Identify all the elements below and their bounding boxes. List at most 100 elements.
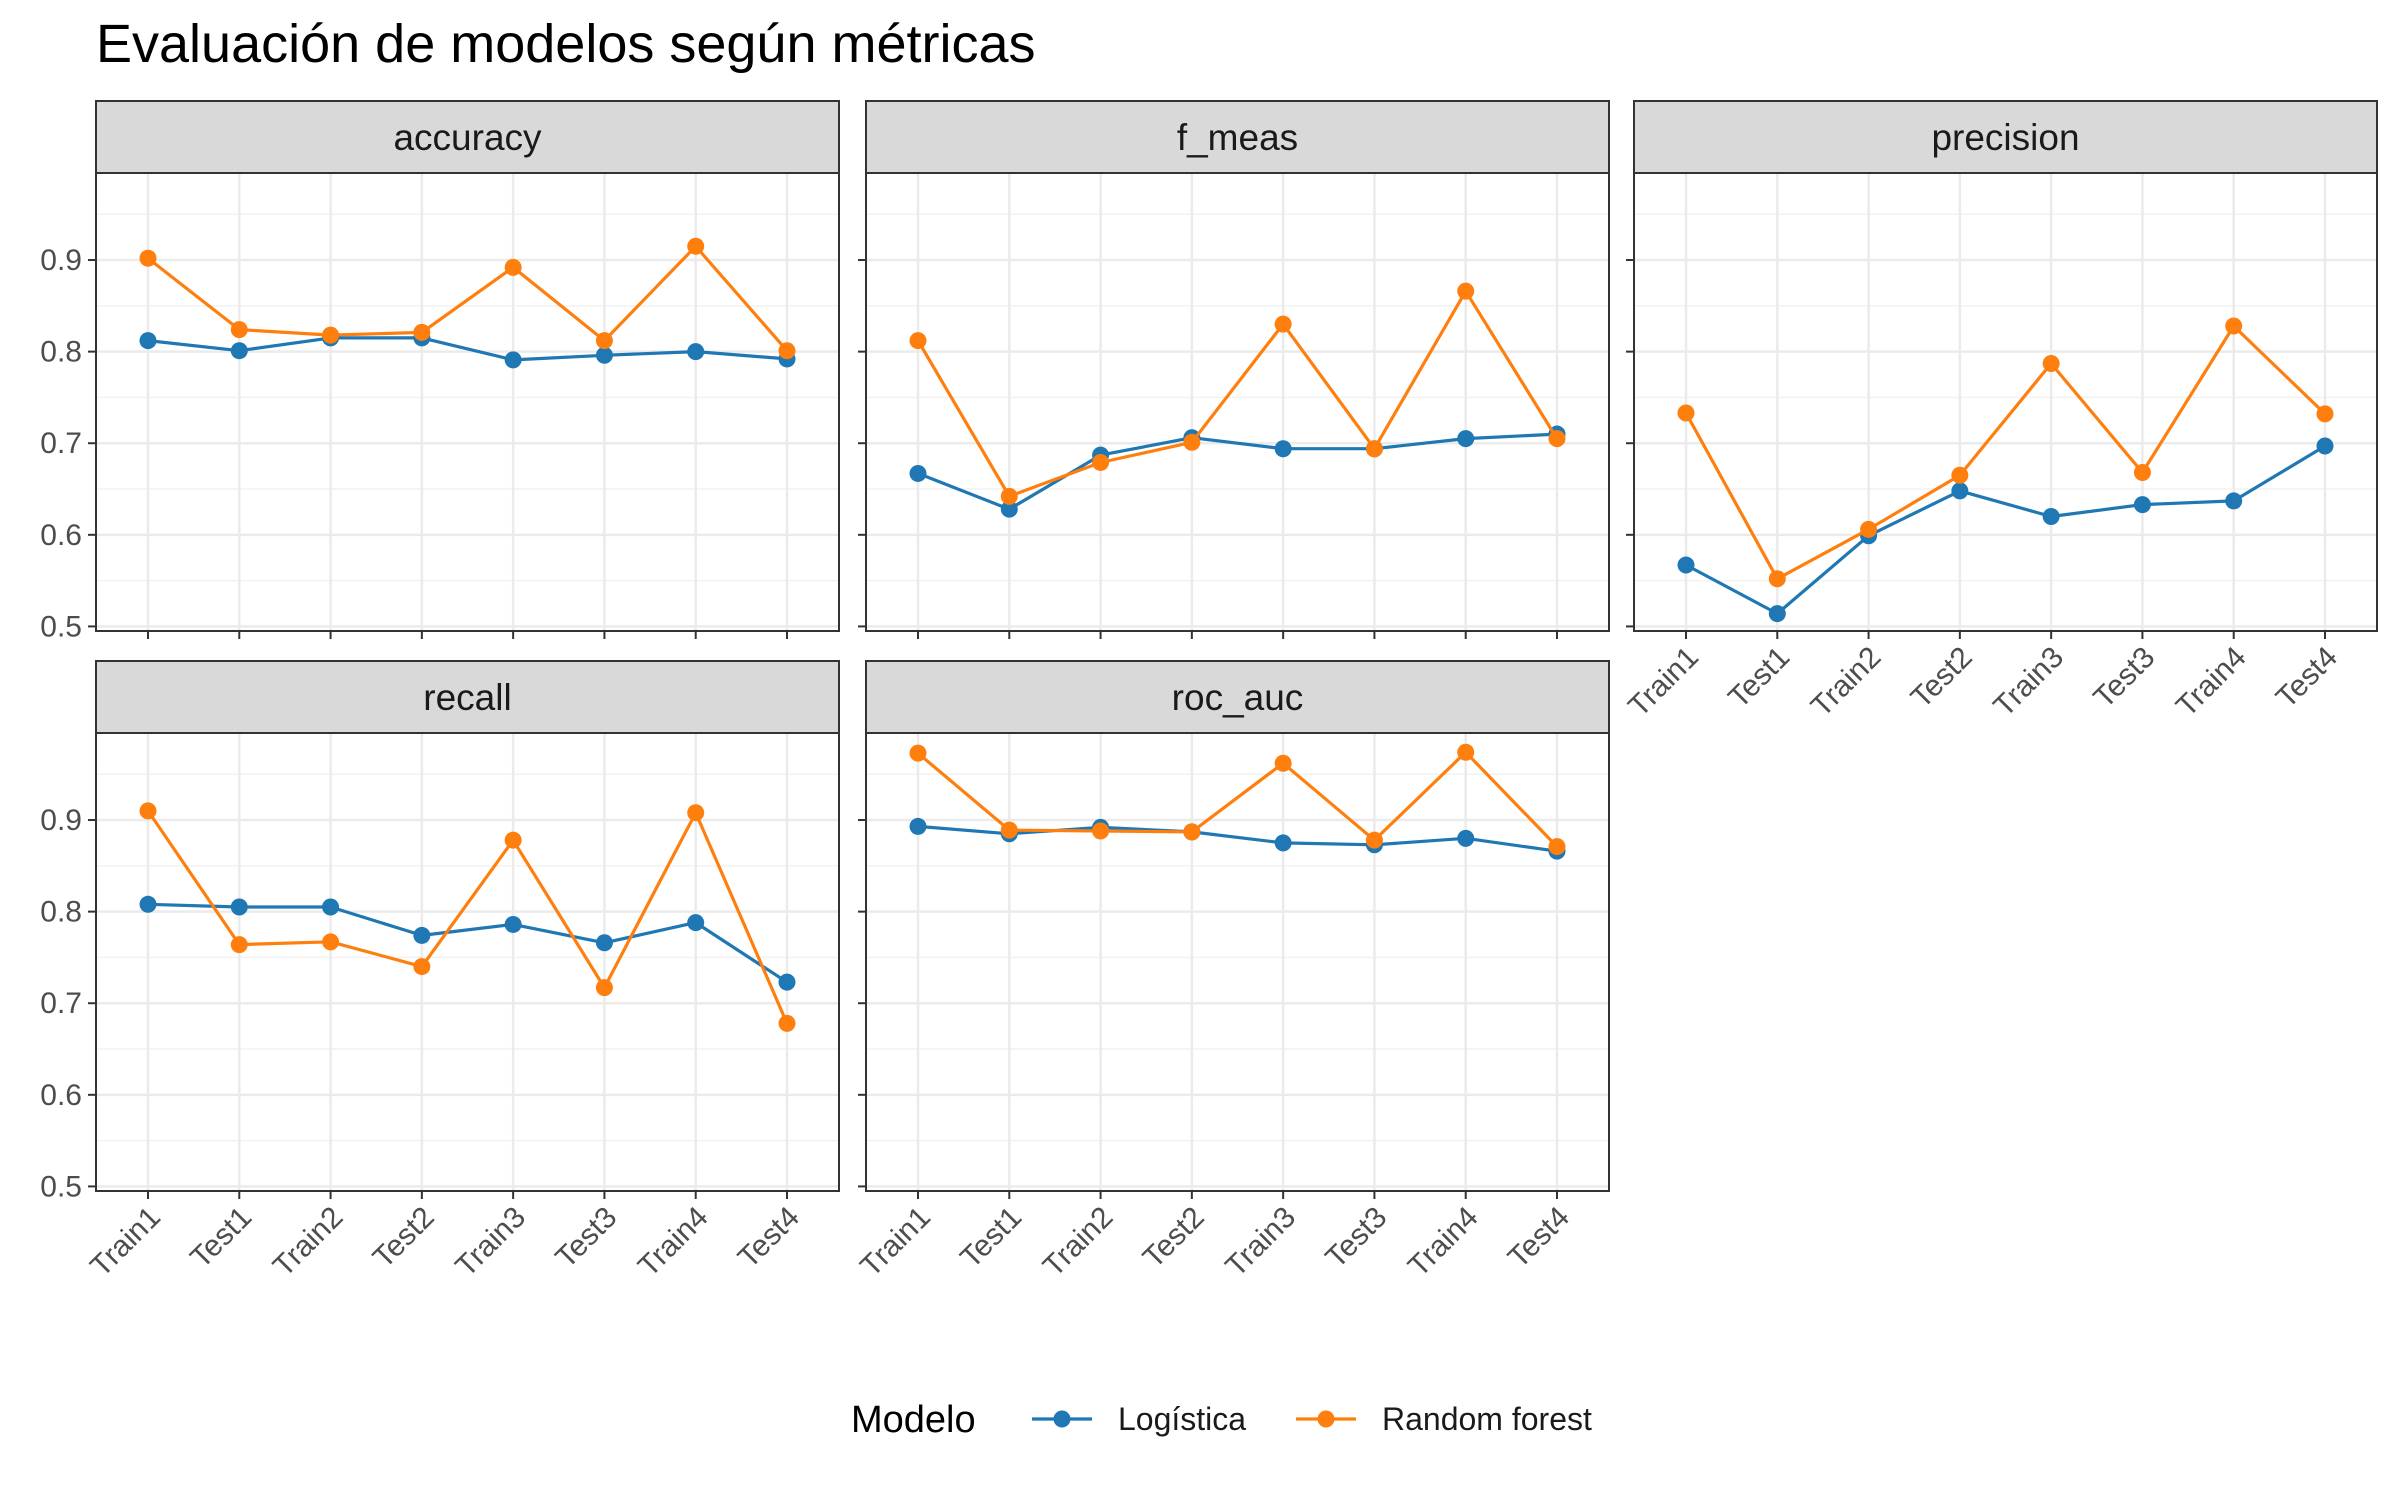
x-tick-label: Train4 [1402, 1201, 1485, 1284]
facet-strip-label: recall [423, 677, 511, 718]
x-tick-label: Train2 [267, 1201, 350, 1284]
x-tick-label: Test2 [1137, 1201, 1211, 1275]
facet-panels: accuracy 0.5 0.6 0.7 0.8 0.9 f_meas precision Tr… [40, 100, 2378, 1284]
facet-strip-label: accuracy [393, 117, 542, 158]
data-point [909, 464, 927, 482]
data-point [230, 898, 248, 916]
facet-recall: recall Train1 Test1 Train2 Test2 Train3 Test3 T… [40, 660, 840, 1284]
data-point [2225, 317, 2243, 335]
y-tick-label: 0.5 [40, 610, 82, 643]
data-point [909, 332, 927, 350]
series-line-random-forest [916, 750, 1559, 848]
facet-accuracy: accuracy 0.5 0.6 0.7 0.8 0.9 [40, 100, 840, 643]
data-point [322, 898, 340, 916]
data-point [2133, 496, 2151, 514]
data-point [504, 915, 522, 933]
data-point [595, 332, 613, 350]
data-point [909, 744, 927, 762]
data-point [1183, 433, 1201, 451]
data-point [2225, 492, 2243, 510]
data-point [595, 934, 613, 952]
x-tick-label: Train2 [1805, 641, 1888, 724]
x-tick-label: Test2 [367, 1201, 441, 1275]
facet-roc-auc: roc_auc Train1 Test1 Train2 Test2 Train3 Test3… [854, 660, 1610, 1284]
facet-strip [95, 660, 840, 734]
data-point [2316, 405, 2334, 423]
series-line-log-stica [1685, 444, 2326, 616]
legend-entry: Logística [1032, 1401, 1246, 1437]
data-point [687, 343, 705, 361]
data-point [1274, 440, 1292, 458]
data-point [1951, 482, 1969, 500]
series-line-random-forest [147, 244, 789, 352]
x-tick-label: Train3 [1987, 641, 2070, 724]
legend-label: Logística [1118, 1401, 1246, 1437]
x-tick-label: Test4 [2270, 641, 2344, 715]
data-point [1768, 605, 1786, 623]
facet-strip [865, 660, 1610, 734]
data-point [139, 802, 157, 820]
data-point [2133, 464, 2151, 482]
y-tick-label: 0.7 [40, 427, 82, 460]
panel-background [866, 173, 1609, 631]
series-line-random-forest [916, 289, 1559, 498]
data-point [1274, 315, 1292, 333]
legend-key-point [1317, 1410, 1335, 1428]
x-tick-label: Test4 [732, 1201, 806, 1275]
data-point [687, 914, 705, 932]
x-tick-label: Test1 [1722, 641, 1796, 715]
panel-border [1633, 172, 2378, 632]
data-point [778, 973, 796, 991]
facet-strip-label: roc_auc [1172, 677, 1304, 718]
x-tick-label: Train2 [1037, 1201, 1120, 1284]
facet-strip-label: precision [1931, 117, 2079, 158]
panel-border [95, 172, 840, 632]
data-point [322, 326, 340, 344]
x-tick-label: Train1 [1622, 641, 1705, 724]
x-tick-label: Test3 [549, 1201, 623, 1275]
facet-precision: precision Train1 Test1 Train2 Test2 Train3 Tes… [1622, 100, 2378, 724]
data-point [1860, 520, 1878, 538]
x-tick-label: Train1 [84, 1201, 167, 1284]
data-point [595, 346, 613, 364]
panel-background [1634, 173, 2377, 631]
x-tick-label: Test2 [1905, 641, 1979, 715]
data-point [778, 1014, 796, 1032]
x-tick-label: Test1 [184, 1201, 258, 1275]
data-point [504, 831, 522, 849]
legend-key-point [1053, 1410, 1071, 1428]
y-tick-label: 0.9 [40, 804, 82, 837]
x-tick-label: Train1 [854, 1201, 937, 1284]
panel-border [95, 732, 840, 1192]
y-tick-label: 0.8 [40, 336, 82, 369]
x-tick-label: Test3 [1319, 1201, 1393, 1275]
data-point [1000, 821, 1018, 839]
data-point [230, 936, 248, 954]
series-line-random-forest [1684, 324, 2327, 581]
x-tick-label: Test1 [954, 1201, 1028, 1275]
panel-background [866, 733, 1609, 1191]
data-point [413, 958, 431, 976]
x-tick-label: Train3 [449, 1201, 532, 1284]
data-point [1457, 743, 1475, 761]
facet-strip [95, 100, 840, 174]
y-tick-label: 0.9 [40, 244, 82, 277]
data-point [1677, 556, 1695, 574]
data-point [1768, 570, 1786, 588]
x-tick-label: Test4 [1502, 1201, 1576, 1275]
data-point [230, 321, 248, 339]
data-point [230, 342, 248, 360]
data-point [1548, 430, 1566, 448]
facet-strip-label: f_meas [1177, 117, 1298, 158]
data-point [2042, 355, 2060, 373]
data-point [687, 237, 705, 255]
data-point [687, 804, 705, 822]
data-point [778, 342, 796, 360]
x-tick-label: Train3 [1219, 1201, 1302, 1284]
data-point [1365, 440, 1383, 458]
legend-entry: Random forest [1296, 1401, 1592, 1437]
legend-title: Modelo [851, 1399, 976, 1441]
data-point [139, 895, 157, 913]
y-tick-label: 0.6 [40, 1079, 82, 1112]
